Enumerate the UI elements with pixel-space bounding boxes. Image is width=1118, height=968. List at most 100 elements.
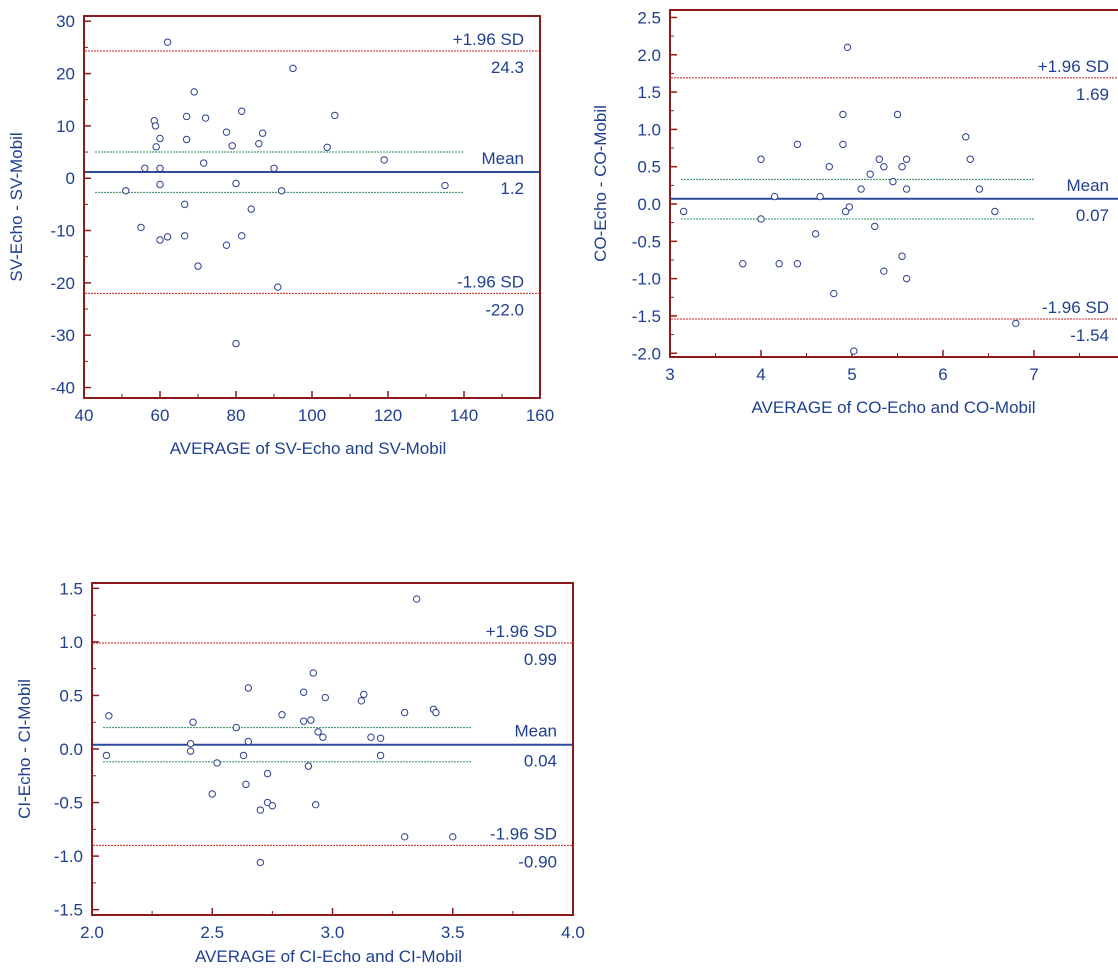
data-point — [360, 690, 368, 699]
data-point — [137, 223, 145, 232]
y-tick-label: -20 — [50, 274, 75, 293]
y-axis-label: CI-Echo - CI-Mobil — [15, 679, 34, 819]
data-point — [189, 718, 197, 726]
x-tick-label: 4 — [756, 365, 765, 384]
y-tick-label: 1.5 — [59, 579, 83, 598]
data-point — [213, 759, 221, 767]
data-point — [991, 207, 999, 216]
data-point — [311, 800, 320, 809]
upper-limit-value: 24.3 — [491, 58, 524, 77]
x-tick-label: 80 — [227, 406, 246, 425]
y-tick-label: 0 — [66, 169, 75, 188]
x-tick-label: 60 — [151, 406, 170, 425]
data-point — [793, 260, 802, 268]
data-point — [289, 64, 297, 73]
y-tick-label: 0.0 — [637, 195, 661, 214]
data-point — [242, 780, 250, 789]
data-point — [182, 135, 191, 144]
data-point — [186, 747, 195, 755]
data-point — [274, 283, 282, 291]
data-point — [432, 708, 440, 717]
data-point — [739, 260, 747, 268]
data-point — [156, 236, 164, 244]
data-point — [232, 339, 240, 348]
data-point — [757, 215, 765, 223]
data-point — [816, 192, 824, 201]
x-tick-label: 3 — [665, 365, 674, 384]
data-point — [244, 737, 253, 746]
data-point — [902, 274, 911, 283]
data-point — [866, 170, 874, 178]
data-point — [839, 140, 847, 149]
mean-value: 1.2 — [500, 179, 524, 198]
x-tick-label: 40 — [75, 406, 94, 425]
lower-limit-label: -1.96 SD — [490, 824, 557, 843]
data-point — [679, 207, 688, 216]
data-point — [380, 156, 388, 164]
data-point — [247, 205, 255, 213]
lower-limit-label: -1.96 SD — [457, 272, 524, 291]
data-point — [208, 790, 216, 798]
data-point — [232, 723, 241, 732]
data-point — [122, 187, 130, 195]
y-tick-label: 0.5 — [637, 158, 661, 177]
y-axis-label: SV-Echo - SV-Mobil — [7, 132, 26, 281]
mean-label: Mean — [481, 149, 524, 168]
data-point — [889, 177, 897, 186]
x-tick-label: 2.0 — [80, 923, 104, 942]
upper-limit-label: +1.96 SD — [1038, 57, 1109, 76]
data-point — [400, 708, 409, 717]
data-point — [793, 140, 802, 149]
data-point — [194, 262, 202, 270]
data-point — [839, 110, 847, 119]
data-point — [181, 232, 189, 240]
data-point — [1012, 319, 1020, 328]
plot-frame — [83, 15, 541, 399]
y-tick-label: 20 — [56, 65, 75, 84]
y-tick-label: 2.5 — [637, 8, 661, 27]
data-point — [105, 712, 113, 720]
data-point — [898, 163, 906, 171]
data-point — [898, 252, 906, 260]
x-tick-label: 3.0 — [321, 923, 345, 942]
y-tick-label: 0.5 — [59, 686, 83, 705]
y-tick-label: 2.0 — [637, 46, 661, 65]
data-point — [258, 129, 267, 137]
data-point — [323, 143, 331, 152]
data-point — [222, 128, 231, 136]
y-tick-label: -1.0 — [54, 847, 83, 866]
data-point — [163, 38, 172, 46]
data-point — [871, 222, 879, 231]
data-point — [757, 155, 765, 163]
data-point — [841, 207, 850, 216]
data-point — [152, 143, 160, 151]
data-point — [893, 110, 902, 119]
x-tick-label: 120 — [374, 406, 402, 425]
x-axis-label: AVERAGE of CI-Echo and CI-Mobil — [195, 947, 462, 966]
y-tick-label: -1.0 — [632, 270, 661, 289]
data-point — [902, 155, 911, 163]
data-point — [319, 733, 327, 741]
x-tick-label: 3.5 — [441, 923, 465, 942]
x-tick-label: 5 — [847, 365, 856, 384]
data-point — [875, 155, 883, 163]
data-point — [880, 267, 888, 275]
mean-label: Mean — [514, 722, 557, 741]
data-point — [825, 163, 833, 171]
data-point — [331, 111, 339, 120]
data-point — [156, 164, 164, 172]
x-tick-label: 160 — [526, 406, 554, 425]
data-point — [966, 155, 974, 163]
data-point — [238, 232, 246, 240]
data-point — [304, 762, 313, 770]
data-point — [182, 112, 191, 121]
data-point — [299, 717, 308, 725]
data-point — [277, 187, 286, 195]
y-tick-label: -10 — [50, 222, 75, 241]
data-point — [256, 858, 265, 867]
data-point — [163, 233, 172, 241]
mean-value: 0.04 — [524, 752, 557, 771]
data-point — [811, 230, 820, 238]
data-point — [307, 716, 315, 724]
